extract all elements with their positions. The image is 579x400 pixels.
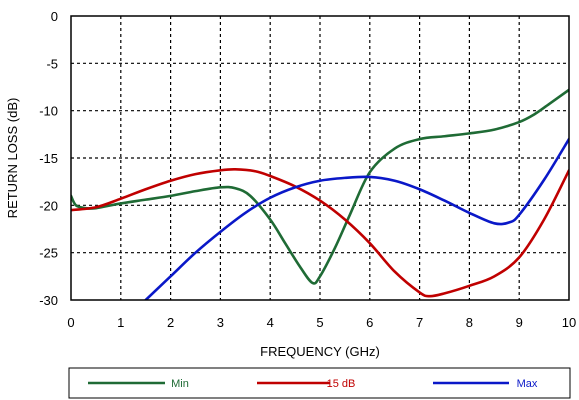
series-line	[71, 168, 569, 298]
x-tick-label: 0	[67, 315, 74, 330]
series-lines	[71, 88, 569, 300]
series-line	[71, 88, 569, 285]
x-axis-label: FREQUENCY (GHz)	[260, 344, 380, 359]
x-tick-label: 6	[366, 315, 373, 330]
x-axis-ticks: 0 1 2 3 4 5 6 7 8 9 10	[67, 315, 576, 330]
x-tick-label: 1	[117, 315, 124, 330]
grid-lines	[71, 16, 569, 300]
plot-frame	[70, 15, 570, 301]
y-tick-label: -15	[39, 151, 58, 166]
y-tick-label: -10	[39, 104, 58, 119]
legend-label: Max	[517, 378, 538, 390]
y-tick-label: -5	[46, 56, 58, 71]
x-tick-label: 10	[562, 315, 576, 330]
x-tick-label: 2	[167, 315, 174, 330]
y-axis-ticks: 0 -5 -10 -15 -20 -25 -30	[39, 9, 58, 308]
x-tick-label: 4	[267, 315, 274, 330]
y-axis-label: RETURN LOSS (dB)	[5, 98, 20, 219]
series-line	[144, 137, 569, 300]
y-tick-label: -30	[39, 293, 58, 308]
y-tick-label: -20	[39, 198, 58, 213]
legend-label: 15 dB	[327, 378, 356, 390]
legend: Min 15 dB Max	[68, 367, 571, 399]
x-tick-label: 8	[466, 315, 473, 330]
x-tick-label: 9	[516, 315, 523, 330]
x-tick-label: 5	[316, 315, 323, 330]
x-tick-label: 3	[217, 315, 224, 330]
y-tick-label: -25	[39, 246, 58, 261]
y-tick-label: 0	[51, 9, 58, 24]
x-tick-label: 7	[416, 315, 423, 330]
legend-label: Min	[171, 378, 189, 390]
